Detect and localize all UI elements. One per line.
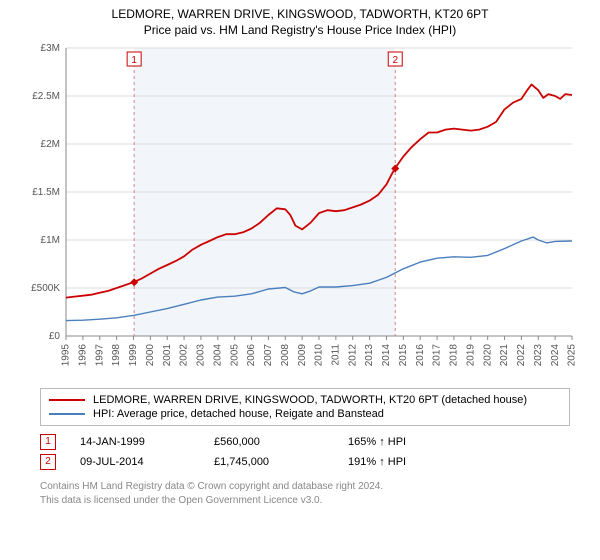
svg-text:£500K: £500K [31,283,60,294]
title-line-2: Price paid vs. HM Land Registry's House … [10,22,590,38]
svg-text:2006: 2006 [246,344,257,367]
svg-text:2016: 2016 [415,344,426,367]
svg-text:2023: 2023 [533,344,544,367]
svg-text:1999: 1999 [128,344,139,367]
svg-text:1: 1 [131,55,137,66]
svg-text:2001: 2001 [162,344,173,367]
chart-title: LEDMORE, WARREN DRIVE, KINGSWOOD, TADWOR… [10,6,590,38]
svg-text:2020: 2020 [482,344,493,367]
svg-text:2008: 2008 [280,344,291,367]
marker-row: 2 09-JUL-2014 £1,745,000 191% ↑ HPI [40,452,570,472]
footnote-line-1: Contains HM Land Registry data © Crown c… [40,480,570,494]
marker-number-box: 2 [40,454,56,470]
svg-text:1996: 1996 [78,344,89,367]
svg-text:2009: 2009 [297,344,308,367]
svg-text:£3M: £3M [41,43,60,54]
svg-text:£2M: £2M [41,139,60,150]
svg-text:2014: 2014 [381,344,392,367]
svg-text:2025: 2025 [567,344,576,367]
svg-text:2018: 2018 [449,344,460,367]
svg-text:2: 2 [392,55,398,66]
marker-number-box: 1 [40,434,56,450]
svg-text:£1M: £1M [41,235,60,246]
legend-swatch [49,413,85,415]
svg-text:2019: 2019 [465,344,476,367]
chart-plot: £0 £500K £1M £1.5M £2M £2.5M £3M 1 2 1995 1996 1997… [24,42,576,382]
marker-price: £560,000 [214,436,324,448]
svg-text:1998: 1998 [111,344,122,367]
legend-swatch [49,399,85,401]
svg-text:2012: 2012 [347,344,358,367]
legend-label: LEDMORE, WARREN DRIVE, KINGSWOOD, TADWOR… [93,394,527,406]
svg-text:2013: 2013 [364,344,375,367]
title-line-1: LEDMORE, WARREN DRIVE, KINGSWOOD, TADWOR… [10,6,590,22]
legend-label: HPI: Average price, detached house, Reig… [93,408,384,420]
svg-text:2010: 2010 [314,344,325,367]
footnote: Contains HM Land Registry data © Crown c… [40,480,570,507]
marker-row: 1 14-JAN-1999 £560,000 165% ↑ HPI [40,432,570,452]
marker-date: 09-JUL-2014 [80,456,190,468]
marker-price: £1,745,000 [214,456,324,468]
svg-text:2022: 2022 [516,344,527,367]
svg-text:£1.5M: £1.5M [32,187,60,198]
legend-box: LEDMORE, WARREN DRIVE, KINGSWOOD, TADWOR… [40,388,570,426]
svg-text:2017: 2017 [432,344,443,367]
marker-hpi: 191% ↑ HPI [348,456,406,468]
svg-text:2015: 2015 [398,344,409,367]
svg-text:2002: 2002 [179,344,190,367]
marker-date: 14-JAN-1999 [80,436,190,448]
svg-text:2011: 2011 [331,344,342,366]
svg-text:1997: 1997 [94,344,105,367]
svg-text:£0: £0 [49,331,61,342]
svg-text:2021: 2021 [499,344,510,367]
svg-text:2007: 2007 [263,344,274,367]
marker-table: 1 14-JAN-1999 £560,000 165% ↑ HPI 2 09-JUL-20… [40,432,570,472]
svg-text:2003: 2003 [196,344,207,367]
legend-item: LEDMORE, WARREN DRIVE, KINGSWOOD, TADWOR… [49,393,561,407]
svg-text:2024: 2024 [550,344,561,367]
svg-text:£2.5M: £2.5M [32,91,60,102]
chart-svg: £0 £500K £1M £1.5M £2M £2.5M £3M 1 2 1995 1996 1997… [24,42,576,382]
svg-text:2005: 2005 [229,344,240,367]
svg-text:1995: 1995 [61,344,72,367]
svg-text:2000: 2000 [145,344,156,367]
footnote-line-2: This data is licensed under the Open Gov… [40,494,570,508]
svg-text:2004: 2004 [212,344,223,367]
legend-item: HPI: Average price, detached house, Reig… [49,407,561,421]
marker-hpi: 165% ↑ HPI [348,436,406,448]
